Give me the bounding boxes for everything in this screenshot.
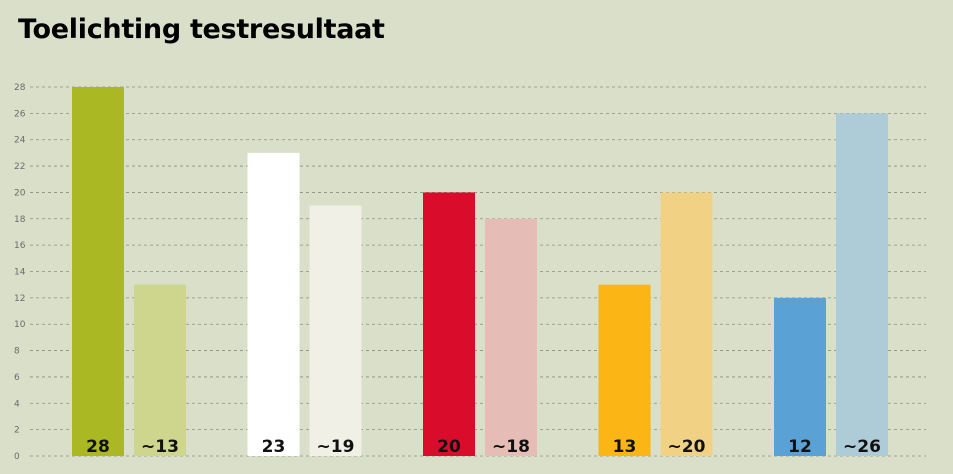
y-tick-label: 22 [14,162,25,172]
y-tick-label: 12 [14,294,25,304]
bar [247,152,300,456]
bar [660,192,713,456]
y-tick-label: 2 [14,426,20,436]
bar [309,205,362,456]
bar-value-label: ~26 [843,437,881,457]
page-title: Toelichting testresultaat [18,14,385,45]
y-tick-label: 6 [14,373,20,383]
y-tick-label: 26 [14,109,26,119]
bar-value-label: ~13 [141,437,179,457]
y-tick-label: 16 [14,241,26,251]
data-labels: 28 ~13 23 ~19 20 ~18 13 ~20 12 ~26 [86,437,881,457]
y-tick-label: 20 [14,188,26,198]
bar-value-label: 13 [613,437,637,457]
y-tick-label: 4 [14,399,20,409]
bars [72,87,888,456]
y-tick-label: 18 [14,215,26,225]
y-tick-label: 24 [14,136,26,146]
bar-value-label: 28 [86,437,110,457]
bar-value-label: 12 [788,437,812,457]
bar-value-label: ~19 [317,437,355,457]
bar [134,284,186,456]
bar-value-label: 20 [437,437,461,457]
y-tick-label: 10 [14,320,26,330]
bar [72,87,124,456]
y-tick-label: 0 [14,452,20,462]
y-tick-label: 8 [14,347,20,357]
bar-value-label: ~20 [668,437,706,457]
bar [774,297,826,456]
bar-value-label: 23 [262,437,286,457]
bar-value-label: ~18 [492,437,530,457]
bar [836,113,888,456]
bar [598,284,651,456]
bar [485,218,537,456]
bar [423,192,475,456]
y-tick-label: 14 [14,268,26,278]
y-tick-label: 28 [14,83,26,93]
